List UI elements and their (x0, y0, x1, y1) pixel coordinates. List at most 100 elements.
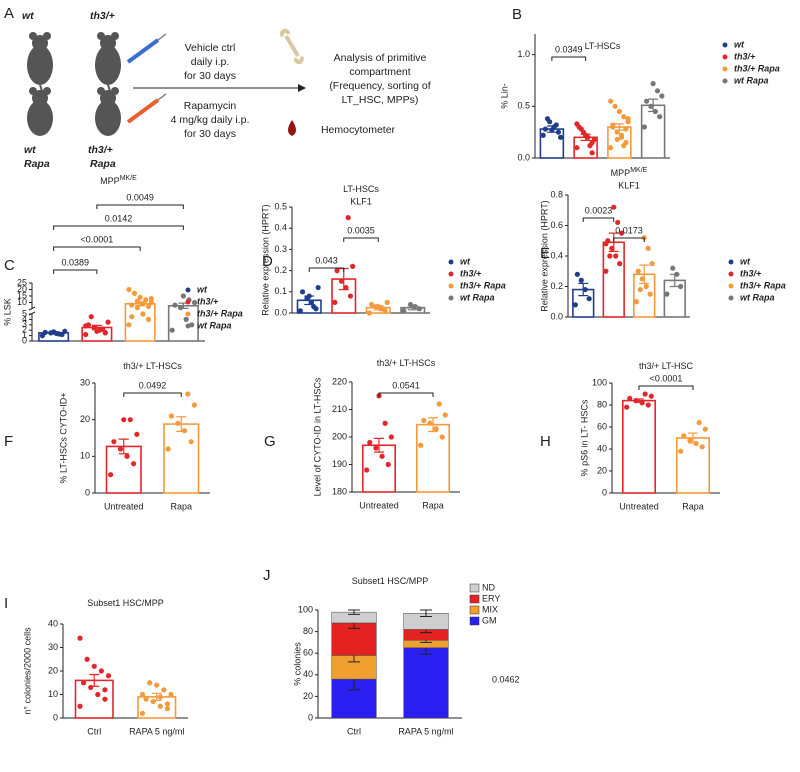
p-value: 0.0492 (139, 380, 167, 390)
data-point (99, 326, 106, 332)
y-tick-label: 4 (22, 314, 27, 324)
y-tick-label: 10 (80, 451, 90, 461)
data-point (589, 150, 595, 156)
data-point (645, 245, 651, 251)
data-point (603, 241, 609, 247)
bar (415, 423, 450, 493)
data-point (557, 134, 564, 140)
legend-label: wt Rapa (197, 320, 232, 330)
significance-bracket (123, 392, 182, 397)
bar (602, 241, 625, 318)
legend-label: th3/+ Rapa (460, 280, 506, 290)
data-point (157, 694, 163, 700)
data-point (574, 271, 580, 277)
data-point (659, 93, 665, 99)
treatment-text: Rapamycin (184, 100, 237, 112)
legend-swatch (469, 616, 480, 626)
y-axis-label: Relative expression (HPRT) (539, 200, 549, 311)
significance-bracket (53, 269, 98, 274)
data-point (77, 635, 83, 641)
significance-bracket (343, 237, 379, 242)
data-point (51, 329, 57, 335)
title-sup: MK/E (630, 167, 647, 174)
data-point (124, 453, 130, 459)
data-point (161, 687, 167, 693)
y-axis-label: Level of CYTO-ID in LT-HSCs (312, 377, 322, 496)
chart-title: MPPMK/E (611, 167, 648, 179)
y-tick-label: 2 (22, 325, 27, 335)
p-value: 0.0173 (615, 225, 643, 235)
legend-marker (185, 311, 191, 317)
mouse-label: Rapa (90, 158, 116, 170)
data-point (627, 395, 633, 401)
y-tick-label: 80 (303, 626, 313, 636)
chart-subtitle: KLF1 (350, 196, 372, 206)
y-tick-label: 40 (303, 669, 313, 679)
output-text: compartment (349, 66, 410, 78)
data-point (574, 121, 580, 127)
significance-bracket (53, 246, 141, 251)
data-point (572, 302, 578, 308)
y-tick-label: 20 (80, 414, 90, 424)
data-point (613, 253, 619, 259)
data-point (621, 143, 627, 149)
data-point (129, 314, 135, 320)
data-point (338, 278, 345, 284)
data-point (95, 691, 101, 698)
data-point (367, 439, 373, 446)
data-point (131, 290, 138, 296)
data-point (421, 417, 427, 424)
annotation: 0.0462 (492, 674, 520, 684)
data-point (102, 330, 108, 336)
data-point (145, 316, 152, 322)
significance-bracket (378, 392, 434, 397)
panel-label: J (263, 567, 271, 584)
y-tick-label: 30 (48, 642, 58, 652)
data-point (334, 268, 340, 274)
significance-bracket (96, 204, 184, 209)
y-axis-label: Relative expression (HPRT) (260, 204, 270, 315)
y-tick-label: 60 (303, 648, 313, 658)
data-point (639, 400, 645, 406)
y-tick-label: 20 (303, 691, 313, 701)
data-point (578, 126, 584, 132)
panel-label: E (540, 245, 550, 262)
data-point (105, 319, 111, 325)
legend-marker (448, 271, 454, 277)
p-value: 0.0049 (126, 192, 154, 202)
data-point (168, 413, 175, 419)
legend-label: wt Rapa (460, 292, 495, 302)
chart-title: LT-HSCs (343, 184, 379, 194)
legend-marker (722, 78, 728, 84)
data-point (350, 263, 356, 269)
legend-swatch (469, 583, 480, 593)
y-tick-label: 220 (332, 376, 347, 386)
treatment-text: for 30 days (184, 128, 236, 140)
data-point (147, 680, 153, 686)
data-point (617, 261, 623, 267)
chart-title: MPPMK/E (100, 175, 137, 187)
data-point (643, 283, 649, 290)
data-point (633, 398, 639, 404)
y-tick-label: 190 (332, 459, 347, 469)
legend-label: th3/+ Rapa (734, 63, 780, 73)
data-point (696, 420, 702, 426)
mouse-label: Rapa (24, 158, 50, 170)
y-tick-label: 0.0 (517, 152, 530, 162)
title-text: th3/+ LT-HSCs (377, 358, 436, 368)
data-point (583, 132, 589, 138)
data-point (618, 132, 625, 138)
data-point (299, 289, 306, 295)
data-point (150, 698, 156, 705)
data-point (412, 304, 418, 310)
mouse-label: th3/+ (90, 10, 115, 22)
y-tick-label: 40 (597, 443, 607, 453)
legend-marker (728, 271, 734, 277)
y-tick-label: 20 (597, 465, 607, 475)
y-tick-label: 210 (332, 404, 347, 414)
legend-marker (448, 283, 454, 289)
data-point (379, 453, 385, 459)
data-point (614, 129, 620, 135)
data-point (645, 402, 651, 408)
data-point (652, 108, 658, 115)
